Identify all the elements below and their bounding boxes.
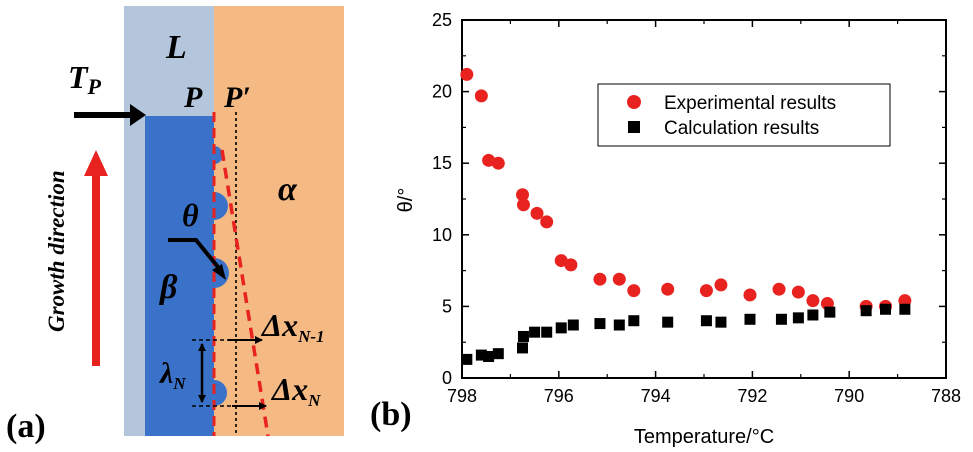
y-tick-label: 25 [432,10,452,30]
growth-direction-label: Growth direction [44,170,69,332]
calculation-point [517,330,529,342]
spacing-lambda-label: λN [158,357,186,393]
spacing-lambda-main: λ [158,357,173,390]
scatter-chart: 798 796 794 792 790 788 0 5 10 15 20 25 Temperatur… [370,10,961,448]
dx-n1-main: Δx [260,307,298,343]
dx-n1-label: ΔxN-1 [260,307,325,346]
phase-alpha-label: α [278,171,298,208]
calculation-point [483,351,495,363]
x-axis-ticks: 798 796 794 792 790 788 [447,20,961,406]
experimental-point [474,89,488,103]
y-tick-label: 0 [442,368,452,388]
angle-theta-label: θ [182,197,199,233]
temperature-label-sub: P [87,74,102,99]
temperature-label-main: T [68,59,89,95]
experimental-point [791,285,805,299]
calculation-point [628,315,640,327]
calculation-point [567,319,579,331]
y-tick-label: 10 [432,225,452,245]
chart-marks [460,67,912,365]
schematic-panel: L α β P P′ TP Growth direction θ λN ΔxN-… [6,6,344,445]
dx-n1-sub: N-1 [297,327,324,346]
calculation-point [880,303,891,315]
y-tick-label: 5 [442,296,452,316]
calculation-point [529,326,541,338]
x-tick-label: 790 [834,386,864,406]
experimental-point [516,188,529,202]
experimental-point [743,288,757,302]
calculation-point [860,305,872,317]
experimental-point [714,278,728,292]
calculation-point [555,322,567,334]
y-axis-label: θ/° [395,188,417,213]
experimental-point [772,282,786,296]
experimental-point [699,284,713,298]
point-p-label: P [183,81,203,114]
legend-marker-calculation [628,121,640,133]
spacing-lambda-sub: N [172,374,186,393]
x-tick-label: 788 [931,386,961,406]
growth-direction-arrowhead [84,150,108,176]
experimental-point [530,206,544,220]
legend-box [597,83,891,147]
experimental-point [627,284,641,298]
legend-label-experimental: Experimental results [664,93,836,114]
experimental-point [460,67,474,81]
x-tick-label: 792 [737,386,767,406]
calculation-point [807,309,819,321]
experimental-point [593,272,607,286]
experimental-point [516,198,530,212]
x-tick-label: 796 [544,386,574,406]
experimental-point [661,282,675,296]
calculation-point [492,348,504,360]
x-tick-label: 798 [447,386,477,406]
dx-n-label: ΔxN [270,371,321,410]
x-axis-label: Temperature/°C [634,426,774,448]
calculation-point [744,313,756,325]
calculation-point [775,313,787,325]
angle-pointer [168,238,224,274]
y-axis-ticks: 0 5 10 15 20 25 [432,10,946,388]
panel-a-label: (a) [6,408,46,445]
alpha-bumps [214,288,228,380]
calculation-point [594,318,606,330]
panel-b-label: (b) [370,396,412,433]
inclined-interface-line [220,149,270,437]
point-p-prime-label: P′ [223,81,251,114]
phase-liquid-label: L [165,29,187,66]
temperature-label: TP [68,59,102,99]
calculation-point [517,342,528,354]
calculation-point [613,319,625,331]
legend: Experimental results Calculation results [597,83,891,147]
calculation-point [700,315,712,327]
experimental-point [564,258,578,272]
dx-n-main: Δx [270,371,308,407]
calculation-point [899,303,911,315]
experimental-point [540,215,554,229]
temperature-arrowhead [130,104,146,126]
dx-n-sub: N [307,391,321,410]
experimental-point [806,294,820,308]
calculation-point [662,316,674,328]
calculation-point [792,312,804,324]
experimental-point [491,156,505,170]
calculation-point [715,316,727,328]
calculation-point [541,326,553,338]
y-tick-label: 15 [432,153,452,173]
angle-pointer-head [212,264,226,280]
calculation-point [461,353,473,365]
legend-marker-experimental [627,95,641,109]
legend-label-calculation: Calculation results [664,118,819,139]
calculation-point [475,349,487,361]
y-tick-label: 20 [432,82,452,102]
calculation-point [824,306,836,318]
x-tick-label: 794 [641,386,671,406]
experimental-point [612,272,626,286]
experimental-point [554,254,568,268]
phase-beta-label: β [158,269,178,306]
